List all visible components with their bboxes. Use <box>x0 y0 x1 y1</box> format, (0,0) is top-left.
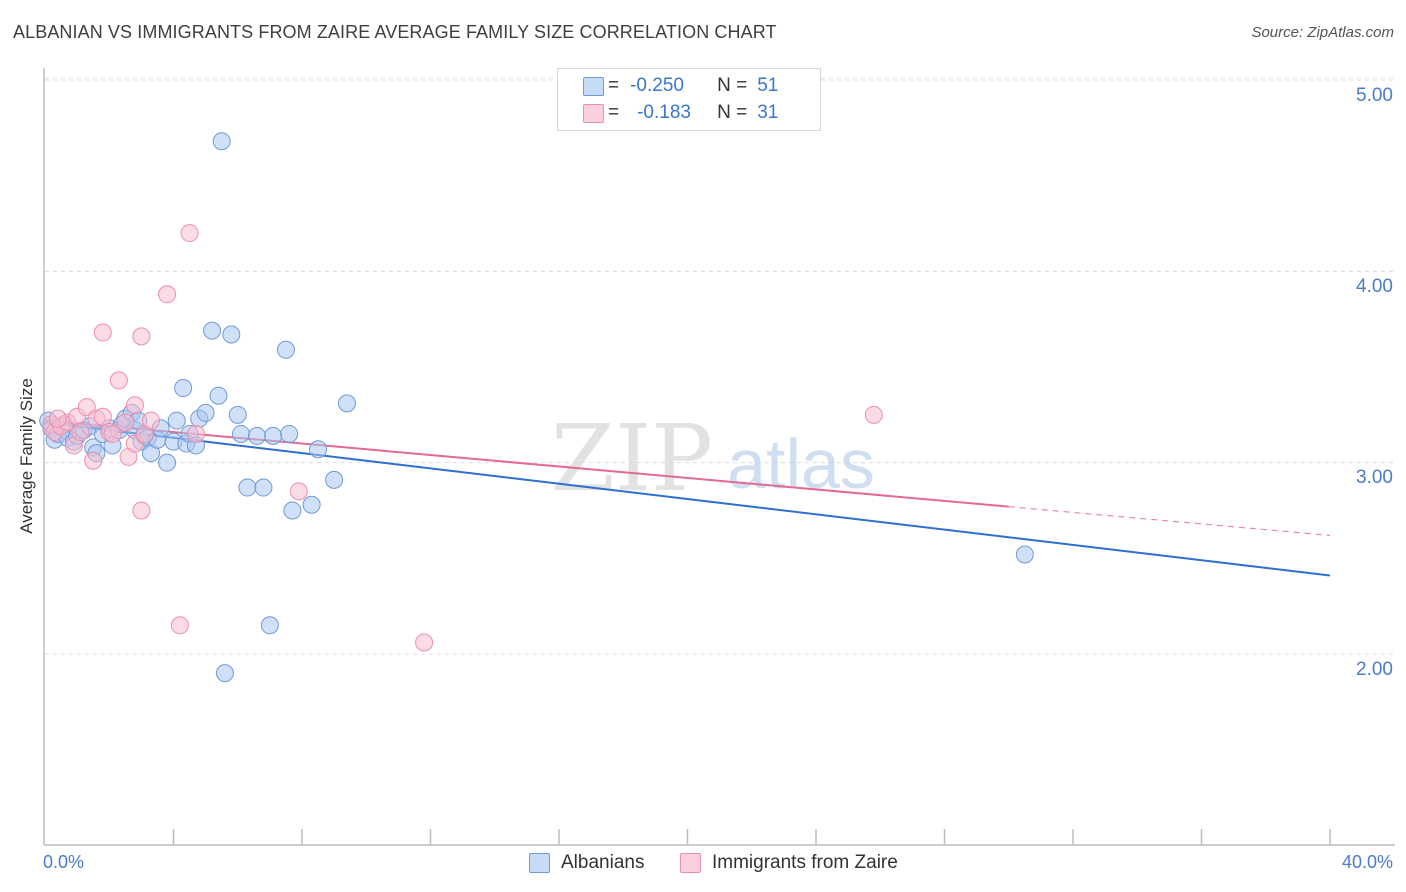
zaire-point <box>103 424 122 443</box>
legend: Albanians Immigrants from Zaire <box>0 852 1406 878</box>
watermark: ZIP atlas <box>551 405 875 512</box>
zaire-point <box>289 482 308 501</box>
y-tick-label: 4.00 <box>1356 276 1393 297</box>
albanians-point <box>212 132 231 151</box>
albanians-point <box>203 321 222 340</box>
zaire-trend-line <box>44 419 1009 508</box>
legend-label: Immigrants from Zaire <box>712 852 898 873</box>
zaire-point <box>132 327 151 346</box>
y-axis-label: Average Family Size <box>17 378 36 534</box>
zaire-point <box>93 407 112 426</box>
albanians-trend-line <box>44 421 1331 577</box>
zaire-point <box>77 398 96 417</box>
n-label: N = <box>717 102 748 123</box>
zaire-point <box>84 451 103 470</box>
zaire-point <box>186 424 205 443</box>
zaire-point <box>71 423 90 442</box>
albanians-point <box>158 453 177 472</box>
albanians-point <box>264 426 283 445</box>
grid-lines <box>45 77 1395 655</box>
albanians-point <box>280 424 299 443</box>
zaire-point <box>48 409 67 428</box>
watermark-zip: ZIP <box>551 405 713 512</box>
zaire-trend-extension <box>1008 506 1331 536</box>
legend-item-zaire[interactable]: Immigrants from Zaire <box>680 852 898 874</box>
zaire-point <box>132 501 151 520</box>
zaire-point <box>116 413 135 432</box>
n-value: 51 <box>757 75 779 96</box>
x-tick-max: 40.0% <box>1341 852 1393 872</box>
zaire-point <box>170 616 189 635</box>
albanians-point <box>196 403 215 422</box>
zaire-swatch <box>583 103 604 123</box>
zaire-point <box>93 323 112 342</box>
albanians-point <box>174 379 193 398</box>
trend-lines <box>44 419 1331 577</box>
albanians-legend-swatch <box>529 853 550 873</box>
stats-row-albanians: R = -0.250 N = 51 <box>583 74 779 98</box>
y-tick-label: 2.00 <box>1356 659 1393 680</box>
albanians-swatch <box>583 76 604 96</box>
zaire-point <box>180 224 199 243</box>
axes <box>43 68 1395 846</box>
n-label: N = <box>717 75 748 96</box>
zaire-point <box>109 371 128 390</box>
stats-box: R = -0.250 N = 51 R = -0.183 N = 31 <box>557 68 821 131</box>
albanians-point <box>231 424 250 443</box>
albanians-point <box>260 616 279 635</box>
source-label: Source: ZipAtlas.com <box>1251 24 1394 41</box>
y-tick-label: 5.00 <box>1356 85 1393 106</box>
zaire-point <box>415 633 434 652</box>
albanians-point <box>276 340 295 359</box>
albanians-point <box>167 411 186 430</box>
r-value: -0.183 <box>637 102 691 123</box>
albanians-point <box>337 394 356 413</box>
zaire-legend-swatch <box>680 853 701 873</box>
albanians-point <box>254 478 273 497</box>
x-tick-min: 0.0% <box>43 852 85 872</box>
albanians-point <box>325 470 344 489</box>
legend-label: Albanians <box>561 852 645 873</box>
watermark-atlas: atlas <box>727 425 875 503</box>
albanians-point <box>209 386 228 405</box>
albanians-point <box>283 501 302 520</box>
albanians-point <box>222 325 241 344</box>
zaire-point <box>125 396 144 415</box>
y-tick-label: 3.00 <box>1356 467 1393 488</box>
zaire-point <box>158 285 177 304</box>
r-value: -0.250 <box>630 75 684 96</box>
albanians-point <box>302 495 321 514</box>
zaire-point <box>142 411 161 430</box>
albanians-point <box>228 405 247 424</box>
albanians-point <box>248 426 267 445</box>
albanians-point <box>1015 545 1034 564</box>
chart-title: ALBANIAN VS IMMIGRANTS FROM ZAIRE AVERAG… <box>13 22 777 42</box>
zaire-point <box>864 405 883 424</box>
albanians-point <box>215 664 234 683</box>
stats-row-zaire: R = -0.183 N = 31 <box>583 101 779 125</box>
data-points <box>39 132 1034 683</box>
n-value: 31 <box>757 102 779 123</box>
albanians-point <box>309 440 328 459</box>
albanians-point <box>238 478 257 497</box>
legend-item-albanians[interactable]: Albanians <box>529 852 644 874</box>
